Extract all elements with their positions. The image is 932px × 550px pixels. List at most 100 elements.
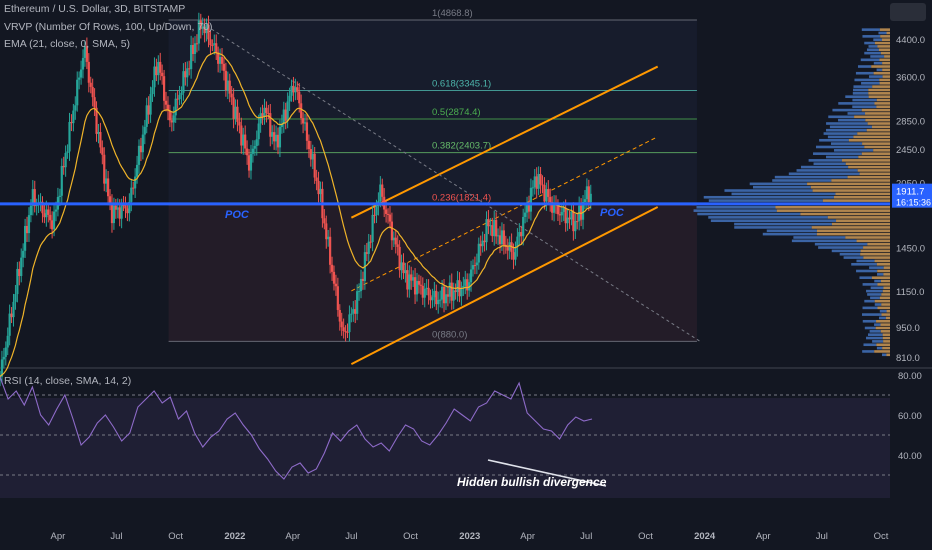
candle-body xyxy=(218,56,222,64)
vp-bar-up xyxy=(877,283,890,286)
time-axis-tick: 2023 xyxy=(459,531,480,542)
poc-label-left: POC xyxy=(225,209,250,221)
candle-body xyxy=(174,98,177,116)
vp-bar-down xyxy=(813,162,846,166)
candle-body xyxy=(524,212,527,217)
candle-body xyxy=(529,187,533,212)
vp-bar-up xyxy=(874,350,890,353)
vp-bar-down xyxy=(870,296,880,300)
vp-bar-down xyxy=(864,326,876,330)
vp-bar-up xyxy=(845,162,890,166)
vp-bar-down xyxy=(852,105,877,109)
candle-body xyxy=(547,189,550,197)
vp-bar-down xyxy=(749,182,808,186)
candle-body xyxy=(176,98,179,100)
candle-body xyxy=(425,287,428,289)
candle-body xyxy=(441,286,444,300)
fib-label-0: 0(880.0) xyxy=(432,329,467,340)
candle-body xyxy=(93,97,96,108)
candle-body xyxy=(525,203,529,213)
candle-body xyxy=(431,297,434,301)
vp-bar-up xyxy=(882,333,890,336)
vp-bar-down xyxy=(800,165,849,169)
candle-body xyxy=(489,225,492,227)
candle-body xyxy=(348,314,351,333)
pane-separator xyxy=(0,367,932,369)
rsi-band-fill xyxy=(0,398,890,498)
candle-body xyxy=(385,209,388,214)
vp-bar-down xyxy=(876,68,883,72)
vp-bar-up xyxy=(800,212,890,216)
vp-bar-down xyxy=(774,175,848,179)
candle-body xyxy=(197,20,200,44)
candle-body xyxy=(45,209,48,218)
candle-body xyxy=(311,153,314,160)
vp-bar-down xyxy=(861,81,880,85)
candle-body xyxy=(323,218,326,224)
vp-bar-up xyxy=(876,343,890,347)
candle-body xyxy=(307,140,310,150)
candle-body xyxy=(81,57,85,70)
candle-body xyxy=(469,269,473,283)
candle-body xyxy=(25,225,29,234)
vp-bar-up xyxy=(848,165,890,169)
vp-bar-down xyxy=(788,172,860,176)
vp-bar-down xyxy=(862,35,881,38)
vp-bar-up xyxy=(883,266,890,269)
candle-body xyxy=(22,250,25,258)
price-axis-tick: 1150.0 xyxy=(896,287,924,298)
candle-body xyxy=(300,103,303,119)
vp-bar-up xyxy=(827,216,890,219)
vp-bar-down xyxy=(843,256,864,259)
candle-body xyxy=(329,236,332,265)
candle-body xyxy=(257,123,260,140)
vp-bar-up xyxy=(874,259,890,263)
candle-body xyxy=(309,149,312,160)
price-badge xyxy=(892,183,932,208)
candle-body xyxy=(369,241,372,243)
vp-bar-down xyxy=(869,75,883,78)
vp-bar-down xyxy=(772,179,832,182)
candle-body xyxy=(429,295,432,301)
candle-body xyxy=(479,243,482,247)
vp-bar-up xyxy=(847,175,890,179)
candle-body xyxy=(298,91,301,104)
ema-line xyxy=(0,52,592,377)
vp-bar-down xyxy=(752,185,811,189)
vp-bar-down xyxy=(819,138,849,142)
candle-body xyxy=(319,188,322,195)
price-badge-value: 1911.7 xyxy=(896,187,924,198)
time-axis-tick: Oct xyxy=(168,531,183,542)
rsi-legend[interactable]: RSI (14, close, SMA, 14, 2) xyxy=(4,375,132,387)
candle-body xyxy=(481,240,484,247)
candle-body xyxy=(107,178,110,197)
vp-bar-up xyxy=(812,189,890,192)
candle-body xyxy=(132,187,135,189)
candle-body xyxy=(332,271,336,284)
vp-bar-up xyxy=(879,81,890,85)
symbol-legend[interactable]: Ethereum / U.S. Dollar, 3D, BITSTAMP xyxy=(4,3,186,15)
vp-bar-up xyxy=(845,236,890,239)
vp-bar-down xyxy=(826,155,859,159)
ema-legend[interactable]: EMA (21, close, 0, SMA, 5) xyxy=(4,38,131,50)
price-axis-tick: 2450.0 xyxy=(896,145,925,156)
candle-body xyxy=(473,265,477,267)
vp-bar-down xyxy=(870,286,884,290)
vp-bar-down xyxy=(831,249,861,253)
candle-body xyxy=(292,85,295,93)
vp-bar-down xyxy=(873,61,883,65)
candle-body xyxy=(483,240,486,243)
vp-bar-up xyxy=(874,41,890,45)
candle-body xyxy=(230,93,233,98)
vp-bar-down xyxy=(832,108,862,112)
vp-bar-down xyxy=(703,195,834,199)
candle-body xyxy=(533,176,536,188)
candle-body xyxy=(303,122,307,124)
vp-bar-up xyxy=(871,276,890,279)
candle-body xyxy=(286,101,289,121)
candle-body xyxy=(95,107,98,134)
candle-body xyxy=(64,152,67,168)
vp-bar-up xyxy=(868,88,890,92)
vrvp-legend[interactable]: VRVP (Number Of Rows, 100, Up/Down, 70) xyxy=(4,21,213,33)
vp-bar-up xyxy=(886,309,890,313)
